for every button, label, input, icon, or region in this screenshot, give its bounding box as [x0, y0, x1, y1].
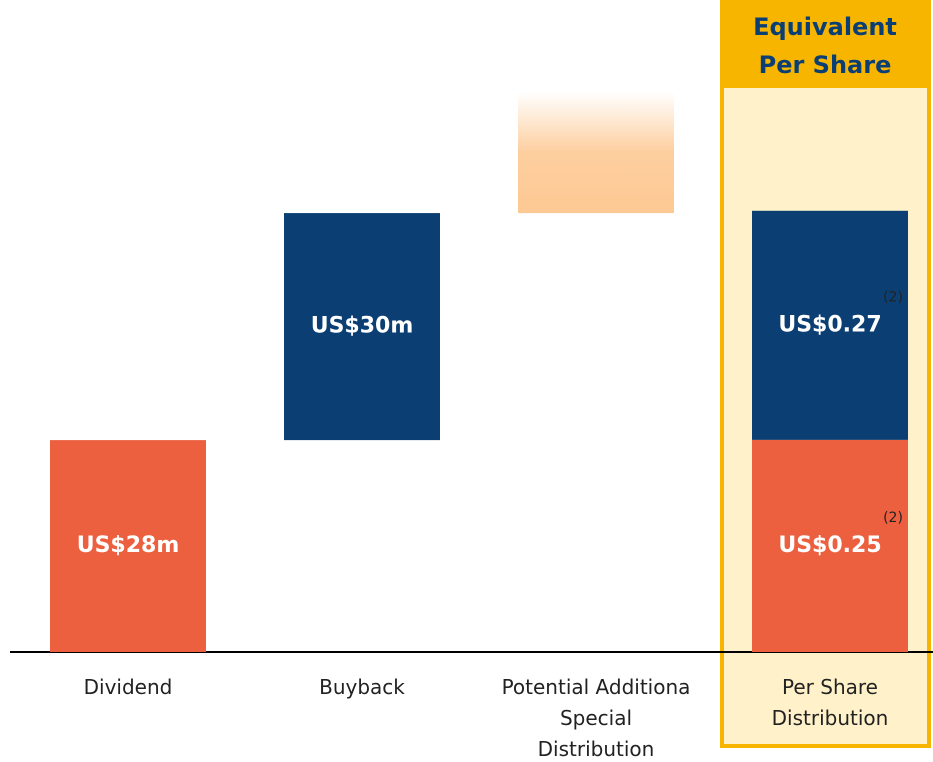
bar	[284, 213, 440, 441]
x-tick-label-line: Special	[560, 706, 632, 730]
stacked-bar	[752, 210, 908, 440]
value-label: US$30m	[311, 314, 414, 339]
highlight-title: Per Share	[759, 51, 892, 79]
value-label: US$28m	[77, 533, 180, 558]
bar	[50, 440, 206, 652]
value-label: US$0.25	[778, 533, 881, 558]
value-label: US$0.27	[778, 312, 881, 337]
stacked-bar	[752, 439, 908, 652]
x-tick-label: Potential Additiona Special Distribution	[502, 675, 691, 761]
x-tick-label: Per Share Distribution	[772, 675, 889, 730]
x-tick-label: Dividend	[84, 675, 173, 699]
x-tick-label-line: Distribution	[538, 737, 655, 761]
highlight-title: Equivalent	[753, 13, 897, 41]
x-tick-label-line: Per Share	[782, 675, 878, 699]
x-tick-label: Buyback	[319, 675, 405, 699]
footnote-ref: (2)	[883, 510, 903, 526]
highlight-header	[722, 2, 929, 88]
x-tick-label-line: Distribution	[772, 706, 889, 730]
bar	[518, 92, 674, 214]
x-tick-label-line: Potential Additiona	[502, 675, 691, 699]
x-tick-label-line: Buyback	[319, 675, 405, 699]
x-tick-label-line: Dividend	[84, 675, 173, 699]
footnote-ref: (2)	[883, 289, 903, 305]
